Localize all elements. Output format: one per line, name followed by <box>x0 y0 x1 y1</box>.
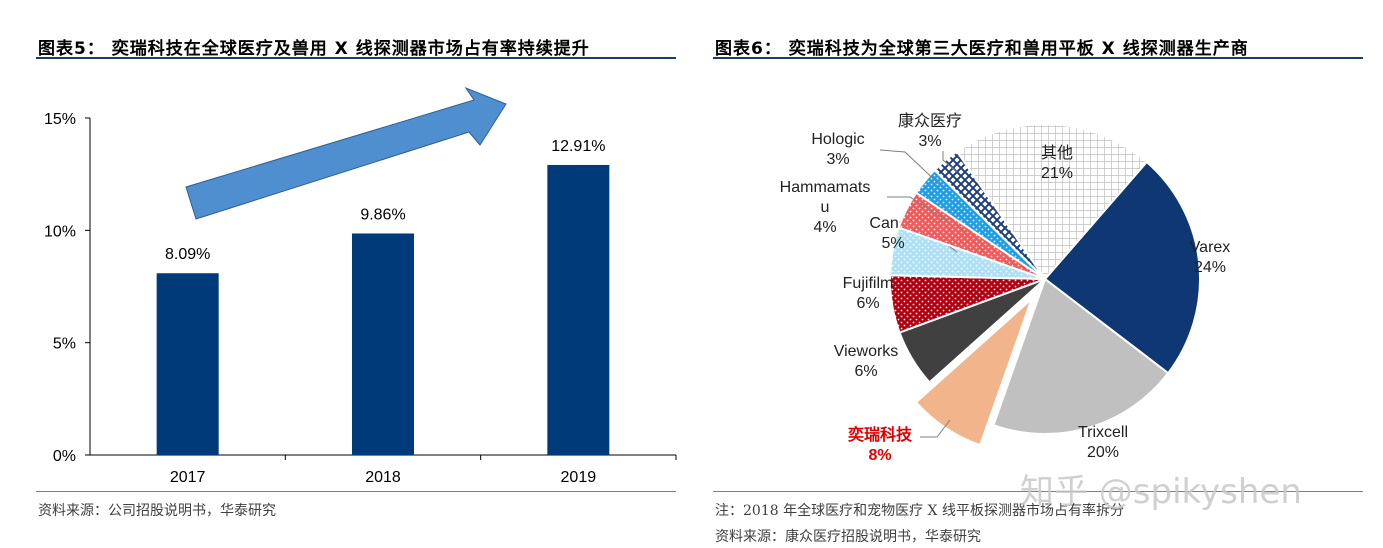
slice-value-Hologic: 3% <box>826 151 849 168</box>
x-tick-label-2019: 2019 <box>561 469 597 486</box>
slice-label-Varex: Varex <box>1190 239 1231 256</box>
y-tick-label: 5% <box>53 336 76 353</box>
slice-label-其他: 其他 <box>1041 144 1073 162</box>
slice-value-Canon: 5% <box>881 235 904 252</box>
pie-chart-note: 注：2018 年全球医疗和宠物医疗 X 线平板探测器市场占有率拆分 <box>715 503 1124 519</box>
bar-2017 <box>156 273 219 455</box>
slice-value-康众医疗: 3% <box>918 133 941 150</box>
bar-2018 <box>352 233 414 455</box>
slice-label-奕瑞科技: 奕瑞科技 <box>848 425 913 444</box>
slice-value-Vieworks: 6% <box>854 363 877 380</box>
bar-chart-panel: 图表5： 奕瑞科技在全球医疗及兽用 X 线探测器市场占有率持续提升 0% 5% 10… <box>0 0 690 548</box>
y-tick-label: 0% <box>53 448 76 465</box>
leader-line-Hologic <box>879 149 942 187</box>
y-tick-label: 10% <box>44 223 76 240</box>
slice-label-Trixcell: Trixcell <box>1078 424 1128 441</box>
slice-value-Fujifilm: 6% <box>856 295 879 312</box>
bottom-rule <box>36 491 676 492</box>
bar-chart-source: 资料来源：公司招股说明书，华泰研究 <box>38 503 276 519</box>
slice-label-康众医疗: 康众医疗 <box>898 112 962 130</box>
data-label-2019: 12.91% <box>551 138 605 155</box>
slice-value-Varex: 24% <box>1194 259 1226 276</box>
slice-value-其他: 21% <box>1041 165 1073 182</box>
pie-chart-panel: 图表6： 奕瑞科技为全球第三大医疗和兽用平板 X 线探测器生产商 Varex 24… <box>705 0 1383 548</box>
slice-Varex <box>1043 160 1201 375</box>
slice-value-Trixcell: 20% <box>1087 444 1119 461</box>
x-tick-label-2017: 2017 <box>170 469 206 486</box>
pie-chart-title: 图表6： 奕瑞科技为全球第三大医疗和兽用平板 X 线探测器生产商 <box>715 39 1249 59</box>
leader-line-Hammamatsu <box>887 196 948 222</box>
x-tick-label-2018: 2018 <box>365 469 401 486</box>
title-rule <box>713 57 1363 59</box>
pie-chart: Varex 24% Trixcell 20% 奕瑞科技 8% Vieworks 6% Fujif… <box>780 112 1231 464</box>
slice-label-Fujifilm: Fujifilm <box>843 275 894 292</box>
data-label-2018: 9.86% <box>360 206 405 223</box>
y-tick-label: 15% <box>44 111 76 128</box>
slice-Trixcell <box>992 277 1170 435</box>
slice-label-Vieworks: Vieworks <box>834 343 899 360</box>
bar-chart-title: 图表5： 奕瑞科技在全球医疗及兽用 X 线探测器市场占有率持续提升 <box>38 39 590 59</box>
bar-2019 <box>547 164 610 456</box>
slice-value-Hammamatsu: 4% <box>813 219 836 236</box>
slice-label-Hammamatsu: Hammamats <box>780 179 871 196</box>
watermark: 知乎 @spikyshen <box>1020 472 1302 512</box>
data-label-2017: 8.09% <box>165 246 210 263</box>
slice-value-奕瑞科技: 8% <box>868 447 891 464</box>
leader-line-康众医疗 <box>942 151 958 173</box>
slice-label-Hologic: Hologic <box>811 131 864 148</box>
title-rule <box>36 57 676 59</box>
trend-arrow <box>185 86 507 220</box>
leader-line-奕瑞科技 <box>920 419 951 438</box>
bar-chart: 0% 5% 10% 15% 8.09% 2017 9.86% 2018 12.91% 2019 <box>44 86 677 486</box>
slice-其他 <box>955 123 1149 281</box>
bottom-rule <box>713 491 1363 492</box>
slice-奕瑞科技 <box>914 298 1033 447</box>
slice-label-Hammamatsu: u <box>821 199 830 216</box>
pie-chart-source: 资料来源：康众医疗招股说明书，华泰研究 <box>715 529 981 545</box>
